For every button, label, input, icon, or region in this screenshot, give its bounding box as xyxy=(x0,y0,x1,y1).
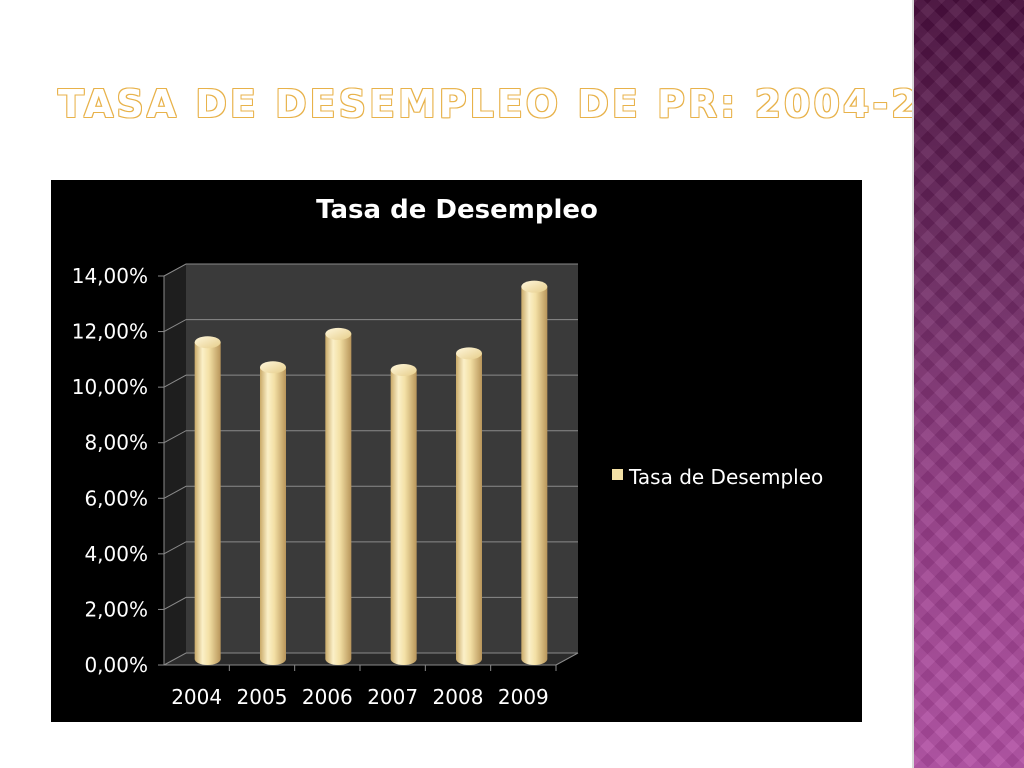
y-tick-label: 0,00% xyxy=(84,653,148,677)
y-tick-label: 8,00% xyxy=(84,431,148,455)
bar-2009 xyxy=(521,286,548,665)
legend-label: Tasa de Desempleo xyxy=(628,465,823,489)
decorative-side-band xyxy=(912,0,1024,768)
bar-cap-2008 xyxy=(456,347,482,360)
gridline xyxy=(163,596,578,610)
bar-cap-2005 xyxy=(260,361,286,374)
x-tick-label: 2006 xyxy=(302,685,353,709)
gridline xyxy=(163,652,578,666)
gridline xyxy=(163,319,578,333)
bar-chart: 0,00% 2,00% 4,00% 6,00% 8,00% 10,00% 12,00% 14,… xyxy=(72,195,824,709)
bar-2007 xyxy=(390,370,417,665)
gridline xyxy=(163,263,578,277)
y-tick-label: 14,00% xyxy=(72,264,148,288)
slide-title: Tasa de desempleo de PR: 2004-2009 xyxy=(58,82,1009,126)
bar-2005 xyxy=(260,367,286,665)
x-tick-label: 2007 xyxy=(367,685,418,709)
plot-back-wall xyxy=(186,264,578,653)
x-tick-label: 2005 xyxy=(237,685,288,709)
side-band-pattern xyxy=(914,0,1024,768)
x-tick-label: 2004 xyxy=(171,685,222,709)
gridline xyxy=(163,541,578,555)
bar-cap-2007 xyxy=(390,364,417,377)
y-tick-label: 2,00% xyxy=(84,597,148,621)
y-tick-label: 6,00% xyxy=(84,486,148,510)
chart-container: 0,00% 2,00% 4,00% 6,00% 8,00% 10,00% 12,00% 14,… xyxy=(51,180,862,722)
bar-2008 xyxy=(456,353,482,665)
legend-swatch xyxy=(612,469,623,480)
x-tick-label: 2009 xyxy=(498,685,549,709)
bar-cap-2009 xyxy=(521,280,548,293)
gridline xyxy=(163,430,578,444)
chart-title: Tasa de Desempleo xyxy=(316,195,598,225)
gridline xyxy=(163,374,578,388)
plot-floor xyxy=(164,653,578,665)
x-tick-label: 2008 xyxy=(433,685,484,709)
bar-cap-2004 xyxy=(194,336,221,349)
bar-2004 xyxy=(194,342,221,665)
y-tick-label: 4,00% xyxy=(84,542,148,566)
floor-edge xyxy=(555,652,579,666)
y-tick-label: 10,00% xyxy=(72,375,148,399)
plot-side-wall xyxy=(164,264,186,665)
gridline xyxy=(163,485,578,499)
bar-2006 xyxy=(325,333,352,665)
y-tick-label: 12,00% xyxy=(72,320,148,344)
bar-cap-2006 xyxy=(325,327,352,340)
